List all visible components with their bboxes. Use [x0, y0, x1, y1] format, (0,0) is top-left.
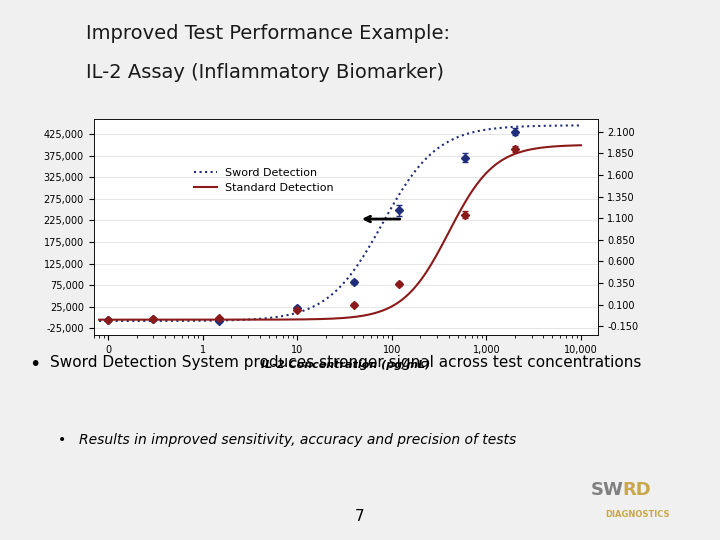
Text: •: •	[58, 433, 66, 447]
Text: Results in improved sensitivity, accuracy and precision of tests: Results in improved sensitivity, accurac…	[79, 433, 516, 447]
Text: SW: SW	[590, 481, 624, 499]
X-axis label: IL-2 Concentration (pg/mL): IL-2 Concentration (pg/mL)	[261, 360, 431, 370]
Text: 7: 7	[355, 509, 365, 524]
Text: RD: RD	[623, 481, 652, 499]
Text: IL-2 Assay (Inflammatory Biomarker): IL-2 Assay (Inflammatory Biomarker)	[86, 63, 444, 82]
Legend: Sword Detection, Standard Detection: Sword Detection, Standard Detection	[190, 163, 338, 198]
Text: Sword Detection System produces stronger signal across test concentrations: Sword Detection System produces stronger…	[50, 355, 642, 370]
Text: DIAGNOSTICS: DIAGNOSTICS	[605, 510, 670, 519]
Text: Improved Test Performance Example:: Improved Test Performance Example:	[86, 24, 451, 43]
Text: •: •	[29, 355, 40, 374]
